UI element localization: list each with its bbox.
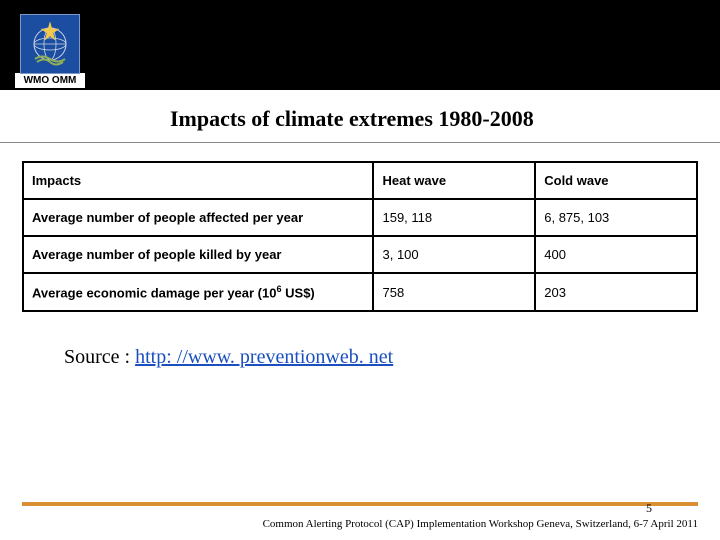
cell-heat: 758	[373, 273, 535, 311]
footer-text: Common Alerting Protocol (CAP) Implement…	[0, 518, 720, 530]
col-header-heatwave: Heat wave	[373, 162, 535, 199]
table-row: Average number of people affected per ye…	[23, 199, 697, 236]
table-row: Average economic damage per year (106 US…	[23, 273, 697, 311]
source-line: Source : http: //www. preventionweb. net	[22, 346, 698, 369]
org-logo: WMO OMM	[14, 14, 86, 98]
footer-rule	[22, 502, 698, 506]
impacts-table: Impacts Heat wave Cold wave Average numb…	[22, 161, 698, 312]
cell-heat: 3, 100	[373, 236, 535, 273]
title-wrap: Impacts of climate extremes 1980-2008	[0, 90, 720, 143]
cell-heat: 159, 118	[373, 199, 535, 236]
col-header-coldwave: Cold wave	[535, 162, 697, 199]
header-band: WMO OMM	[0, 0, 720, 90]
row-label: Average economic damage per year (106 US…	[23, 273, 373, 311]
source-prefix: Source :	[64, 346, 135, 368]
page-number: 5	[646, 501, 652, 516]
row-label: Average number of people killed by year	[23, 236, 373, 273]
cell-cold: 6, 875, 103	[535, 199, 697, 236]
col-header-impacts: Impacts	[23, 162, 373, 199]
cell-cold: 203	[535, 273, 697, 311]
cell-cold: 400	[535, 236, 697, 273]
table-header-row: Impacts Heat wave Cold wave	[23, 162, 697, 199]
row-label: Average number of people affected per ye…	[23, 199, 373, 236]
source-link[interactable]: http: //www. preventionweb. net	[135, 346, 393, 368]
wmo-emblem-icon	[20, 14, 80, 74]
page-title: Impacts of climate extremes 1980-2008	[0, 106, 720, 132]
table-row: Average number of people killed by year …	[23, 236, 697, 273]
logo-label: WMO OMM	[14, 73, 86, 89]
content-area: Impacts Heat wave Cold wave Average numb…	[0, 143, 720, 369]
